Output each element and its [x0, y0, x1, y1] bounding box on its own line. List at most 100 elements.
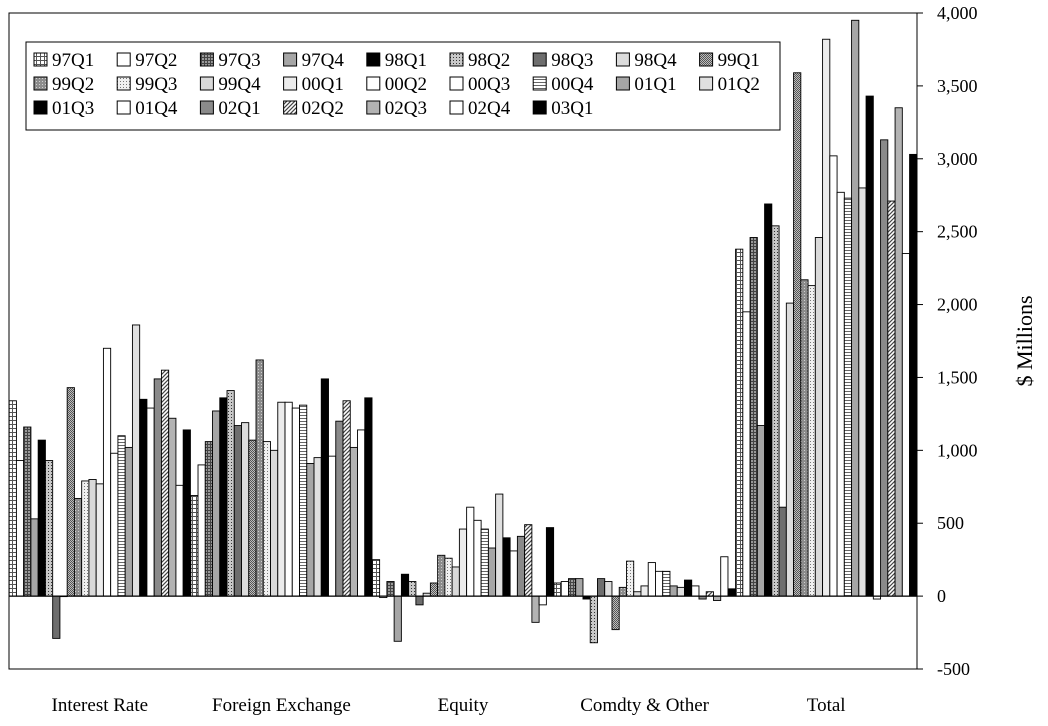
bar-00q1-foreign-exchange: [277, 401, 286, 597]
bar-00q1-equity: [458, 528, 468, 597]
bar-97q1-total: [735, 248, 744, 597]
legend-label: 00Q3: [468, 74, 510, 95]
bar-99q3-foreign-exchange: [262, 441, 271, 597]
legend-swatch: [615, 76, 630, 91]
legend-label: 97Q3: [218, 50, 260, 71]
bar-98q4-comdty-other: [604, 581, 613, 597]
bar-98q4-foreign-exchange: [241, 422, 250, 597]
category-label: Comdty & Other: [580, 695, 709, 716]
legend-label: 02Q1: [218, 98, 260, 119]
legend-label: 98Q3: [551, 50, 593, 71]
bar-99q2-interest-rate: [73, 497, 83, 597]
bar-03q1-comdty-other: [727, 588, 736, 597]
y-tick-label: 500: [937, 513, 964, 533]
bar-01q2-total: [858, 187, 867, 597]
bar-97q4-total: [756, 425, 766, 597]
bar-00q3-foreign-exchange: [291, 407, 300, 597]
legend-label: 98Q4: [634, 50, 677, 71]
bar-98q3-interest-rate: [52, 595, 61, 639]
legend-swatch: [532, 52, 547, 67]
y-tick-label: 3,000: [937, 149, 978, 169]
legend-swatch: [199, 76, 214, 91]
bar-98q2-equity: [408, 581, 417, 597]
category-label: Total: [807, 695, 846, 716]
bar-00q2-interest-rate: [102, 347, 112, 597]
bar-00q3-interest-rate: [110, 452, 119, 597]
legend-label: 00Q1: [302, 74, 344, 95]
bar-99q1-interest-rate: [66, 387, 75, 597]
bar-97q1-interest-rate: [8, 400, 17, 597]
bar-97q3-interest-rate: [23, 426, 32, 597]
bar-98q2-foreign-exchange: [226, 390, 235, 597]
y-tick-label: 3,500: [937, 76, 978, 96]
bar-00q4-equity: [480, 528, 489, 597]
bar-01q3-total: [865, 95, 874, 597]
legend-label: 99Q2: [52, 74, 94, 95]
bar-00q4-interest-rate: [117, 435, 126, 597]
bar-02q2-equity: [524, 524, 533, 597]
category-label: Interest Rate: [52, 695, 149, 716]
category-label: Equity: [438, 695, 489, 716]
legend-item-02q4: 02Q4: [449, 98, 511, 119]
bar-99q1-total: [793, 72, 802, 597]
bar-00q1-interest-rate: [95, 483, 104, 597]
legend-label: 97Q1: [52, 50, 94, 71]
bar-01q4-equity: [509, 550, 518, 597]
bar-01q4-foreign-exchange: [328, 455, 337, 597]
bar-02q4-comdty-other: [720, 556, 729, 597]
bar-00q4-comdty-other: [662, 570, 671, 597]
legend-swatch: [33, 76, 48, 91]
bar-00q2-total: [829, 155, 838, 597]
legend-label: 01Q2: [718, 74, 760, 95]
bar-01q1-equity: [487, 547, 497, 597]
legend-item-98q3: 98Q3: [532, 50, 593, 71]
y-axis: 4,000 3,500 3,000 2,500 2,000 1,500 1,000 500 0 -…: [917, 3, 978, 679]
bar-97q3-equity: [386, 581, 395, 597]
bar-01q3-comdty-other: [684, 579, 693, 597]
bar-02q2-foreign-exchange: [342, 400, 351, 597]
bar-97q3-total: [749, 237, 758, 597]
bar-01q3-equity: [502, 537, 511, 597]
legend-item-99q2: 99Q2: [33, 74, 94, 95]
legend-item-98q1: 98Q1: [366, 50, 427, 71]
bar-99q2-equity: [437, 554, 446, 597]
legend-swatch: [33, 100, 48, 115]
legend-swatch: [449, 52, 464, 67]
bar-98q3-foreign-exchange: [233, 425, 242, 597]
bar-02q1-equity: [516, 535, 526, 597]
legend-item-99q4: 99Q4: [199, 74, 261, 95]
bar-02q1-total: [880, 139, 889, 597]
legend-swatch: [283, 100, 298, 115]
legend-label: 99Q1: [718, 50, 760, 71]
bar-98q2-interest-rate: [44, 460, 54, 597]
bar-99q4-equity: [451, 566, 460, 597]
bar-02q3-total: [894, 107, 903, 597]
bar-98q1-equity: [400, 573, 410, 597]
legend-label: 01Q4: [135, 98, 178, 119]
legend-swatch: [532, 76, 547, 91]
bar-97q1-comdty-other: [553, 582, 562, 597]
bar-02q4-foreign-exchange: [357, 429, 366, 597]
bar-99q3-comdty-other: [626, 560, 635, 597]
bar-00q3-comdty-other: [655, 570, 664, 597]
bar-02q4-interest-rate: [175, 484, 184, 597]
legend-swatch: [199, 100, 214, 115]
legend-label: 01Q3: [52, 98, 94, 119]
legend-item-01q4: 01Q4: [116, 98, 178, 119]
y-tick-label: 2,000: [937, 295, 978, 315]
legend-item-97q2: 97Q2: [116, 50, 177, 71]
y-tick-label: 0: [937, 586, 946, 606]
bar-02q2-interest-rate: [160, 369, 170, 597]
legend-item-02q1: 02Q1: [199, 98, 261, 119]
legend-swatch: [116, 76, 131, 91]
y-tick-label: 2,500: [937, 222, 978, 242]
bar-02q3-comdty-other: [713, 595, 722, 601]
legend-label: 00Q4: [551, 74, 594, 95]
bar-02q4-equity: [538, 595, 547, 606]
legend-swatch: [699, 52, 714, 67]
bar-00q2-foreign-exchange: [284, 401, 293, 597]
bar-01q2-equity: [495, 493, 504, 597]
bar-00q2-comdty-other: [647, 562, 656, 597]
bar-97q2-foreign-exchange: [197, 464, 206, 597]
